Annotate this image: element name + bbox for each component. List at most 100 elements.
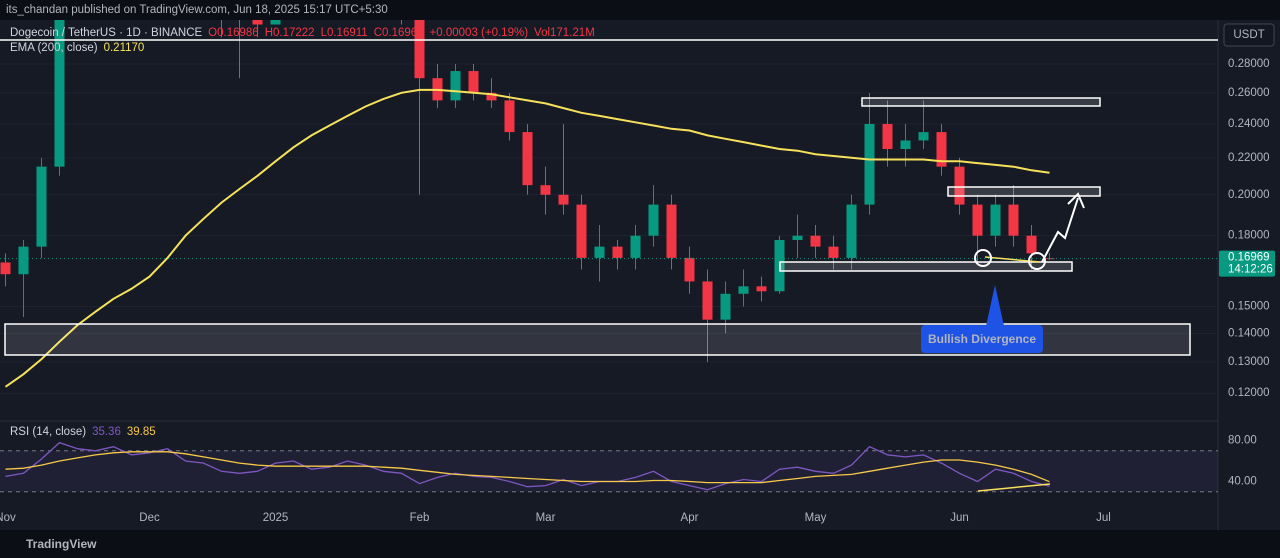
candle-body [846,204,857,258]
candle-body [576,204,587,258]
legend-value: 35.36 [92,426,121,438]
candle-body [450,71,461,101]
resistance-zone [947,186,1101,197]
ema-line [4,88,1050,388]
divergence-line [984,256,1041,263]
candle-body [612,246,623,258]
candle-body [414,20,425,79]
publisher: its_chandan published on TradingView.com… [6,4,388,16]
brand: TradingView [26,537,97,551]
symbol: Dogecoin / TetherUS · 1D · BINANCE [10,27,202,39]
candle-body [1026,235,1037,254]
candle-body [738,286,749,294]
top-bar [0,0,1280,20]
candle-body [918,132,929,141]
candle-body [864,123,875,205]
candle-body [594,246,605,258]
candle-body [702,281,713,320]
annotations [0,39,1218,492]
bottom-bar [0,530,1280,558]
y-tick-label: 0.15000 [1228,301,1270,313]
candle-body [486,92,497,101]
candle-body [666,204,677,258]
candle-body [828,246,839,258]
ohlc-legend: L0.16911 [321,27,368,39]
y-tick-label: 0.13000 [1228,356,1270,368]
rsi-pane [0,441,1218,493]
x-tick-label: Feb [410,512,430,524]
x-tick-label: Jul [1096,512,1111,524]
candle-body [648,204,659,236]
y-tick-label: 0.18000 [1228,230,1270,242]
circle-marker [974,249,992,267]
candle-body [18,246,29,275]
resistance-zone [861,97,1101,107]
candle-body [756,286,767,292]
countdown: 14:12:26 [1228,264,1273,276]
x-tick-label: Apr [681,512,699,524]
ohlc-legend: Vol171.21M [534,27,595,39]
callout-text: Bullish Divergence [928,332,1036,346]
x-tick-label: 2025 [263,512,289,524]
indicator-title: RSI (14, close) [10,426,86,438]
y-tick-label: 0.22000 [1228,152,1270,164]
candle-body [252,20,263,25]
candle-body [54,20,65,167]
price-pane [0,20,1218,394]
candle-body [270,20,281,25]
candle-body [900,140,911,149]
ohlc-legend: C0.16969 [374,27,424,39]
legend-value: 39.85 [127,426,156,438]
candle-body [972,204,983,236]
price-label: 0.16969 [1228,252,1270,264]
candle-body [468,71,479,93]
candle-body [540,185,551,195]
currency: USDT [1233,29,1264,41]
candle-body [990,204,1001,236]
legend-entry: EMA (200, close) [10,42,98,54]
divergence-line [977,483,1051,492]
y-tick-label: 0.14000 [1228,327,1270,339]
callout-pointer [986,285,1004,326]
x-tick-label: Nov [0,512,16,524]
candle-body [684,257,695,282]
legend-value: 0.21170 [104,42,145,54]
x-tick-label: Dec [139,512,160,524]
callout [921,325,1043,353]
candle-body [882,123,893,149]
y-tick-label: 0.20000 [1228,189,1270,201]
ohlc-legend: +0.00003 (+0.19%) [430,27,529,39]
candle-body [630,235,641,258]
projection-arrow [1041,197,1079,263]
candle-body [720,293,731,320]
circle-marker [1028,252,1046,270]
ohlc-legend: O0.16986 [208,27,259,39]
candle-body [1008,204,1019,236]
arrow-head [1067,192,1085,209]
rsi-line [5,451,1050,484]
y-tick-label: 80.00 [1228,435,1257,447]
candle-body [0,262,11,275]
support-zone [779,261,1073,272]
candle-body [36,166,47,247]
candle-body [1044,258,1055,260]
candle-body [792,235,803,241]
y-tick-label: 40.00 [1228,476,1257,488]
y-tick-label: 0.28000 [1228,58,1270,70]
candle-body [954,166,965,205]
y-tick-label: 0.24000 [1228,118,1270,130]
candle-body [558,194,569,205]
band-fill [0,450,1218,492]
price-box [1219,250,1275,277]
y-tick-label: 0.26000 [1228,87,1270,99]
y-tick-label: 0.12000 [1228,387,1270,399]
x-tick-label: Mar [536,512,556,524]
candle-body [810,235,821,247]
candle-body [504,100,515,133]
rsi-line [5,441,1050,491]
candle-body [522,132,533,186]
ohlc-legend: H0.17222 [265,27,315,39]
x-tick-label: May [805,512,827,524]
